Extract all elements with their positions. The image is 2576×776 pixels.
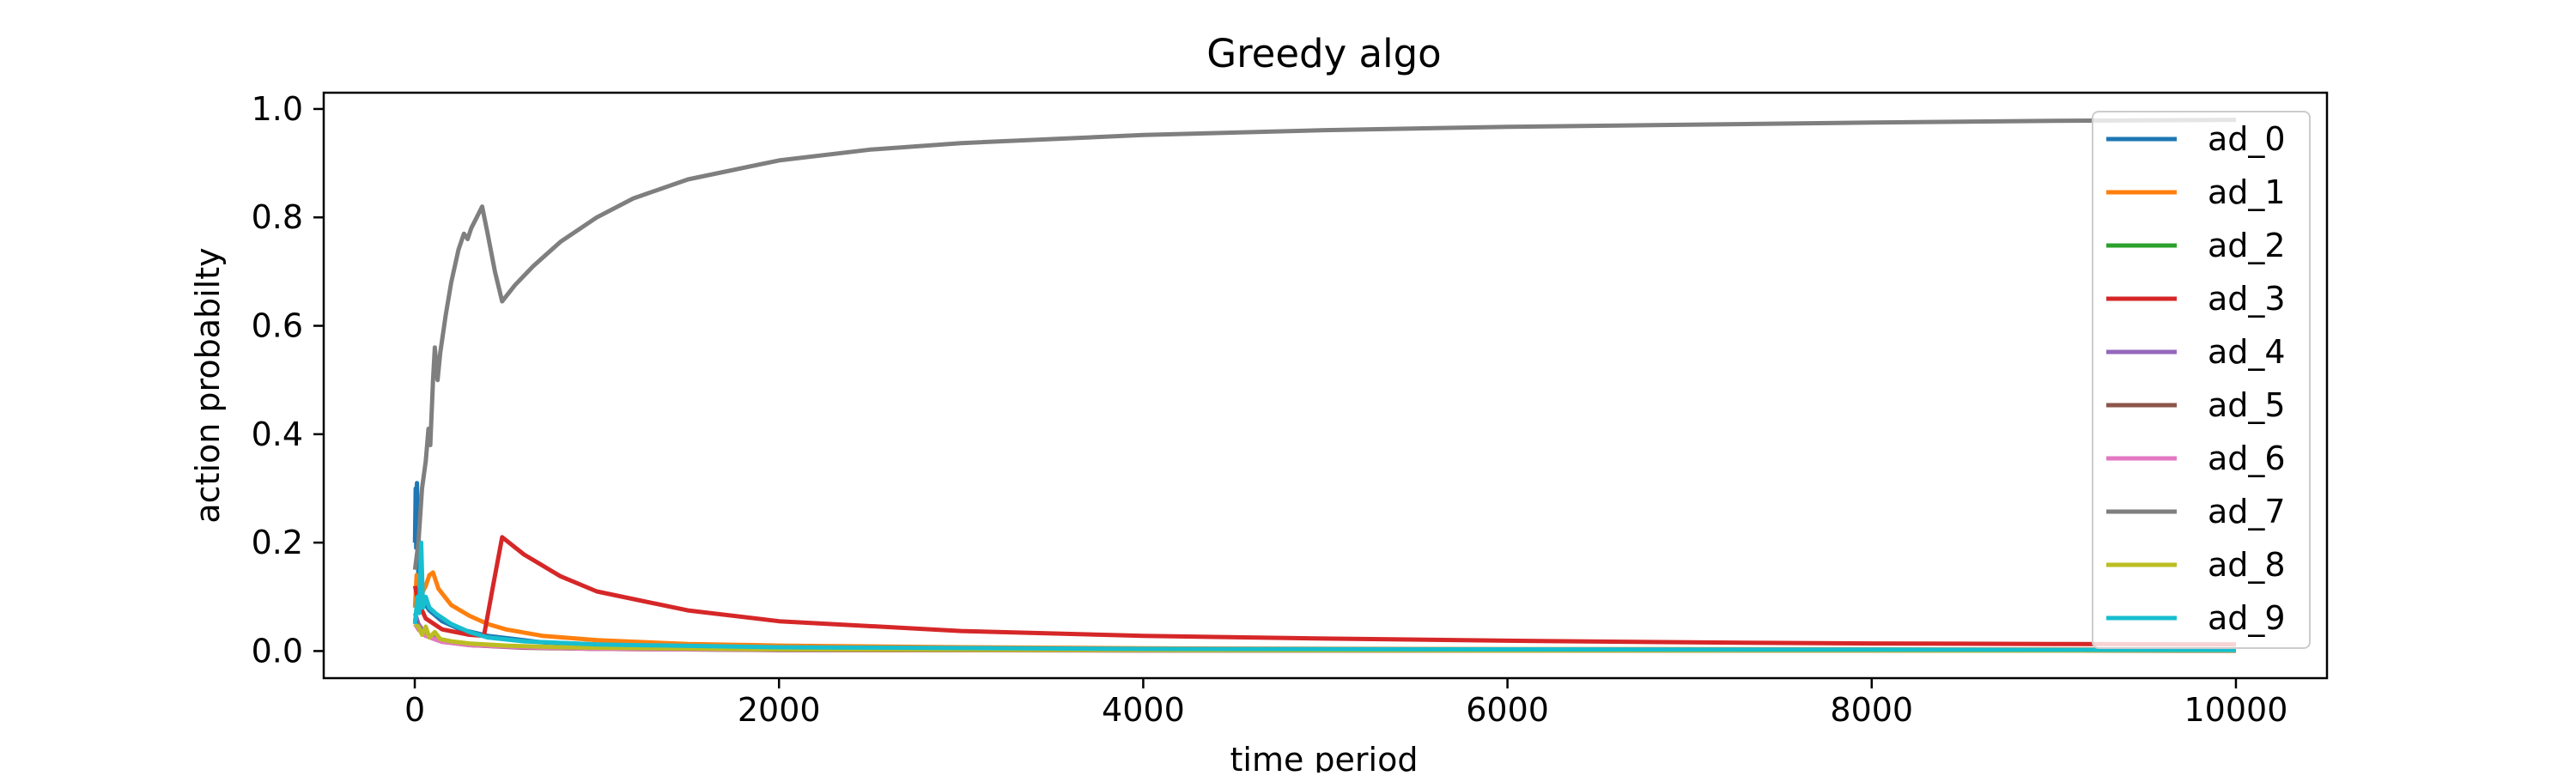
- y-tick-label: 0.8: [252, 198, 303, 236]
- y-tick-label: 0.6: [252, 307, 303, 345]
- x-tick-label: 0: [404, 691, 425, 729]
- y-tick-label: 1.0: [252, 90, 303, 128]
- y-tick-label: 0.2: [252, 524, 303, 561]
- series-line-ad-3: [412, 535, 2237, 647]
- legend-label: ad_6: [2208, 440, 2286, 477]
- legend-label: ad_7: [2208, 493, 2286, 530]
- x-axis-label: time period: [1230, 741, 1419, 773]
- series-line-ad-7: [412, 118, 2237, 571]
- legend-item-ad-1: ad_1: [2106, 173, 2286, 211]
- legend-label: ad_0: [2208, 120, 2286, 158]
- legend-item-ad-4: ad_4: [2106, 333, 2286, 371]
- legend-item-ad-8: ad_8: [2106, 546, 2286, 584]
- x-tick-label: 10000: [2184, 691, 2288, 729]
- legend-item-ad-9: ad_9: [2106, 599, 2286, 637]
- legend-label: ad_4: [2208, 333, 2286, 371]
- x-tick-label: 6000: [1466, 691, 1549, 729]
- legend-item-ad-2: ad_2: [2106, 227, 2286, 264]
- x-tick-label: 4000: [1102, 691, 1185, 729]
- series-line-ad-9: [412, 540, 2237, 652]
- legend-label: ad_5: [2208, 386, 2286, 424]
- legend-item-ad-5: ad_5: [2106, 386, 2286, 424]
- y-axis: 0.0 0.2 0.4 0.6 0.8 1.0: [252, 90, 324, 670]
- legend: ad_0 ad_1 ad_2 ad_3 ad_4 ad_5 ad_6 ad_7 ad_8 ad_9: [2092, 111, 2311, 649]
- x-tick-label: 8000: [1830, 691, 1913, 729]
- legend-item-ad-3: ad_3: [2106, 280, 2286, 318]
- legend-label: ad_9: [2208, 599, 2286, 637]
- y-tick-label: 0.0: [252, 632, 303, 670]
- series-layer: [412, 118, 2237, 653]
- plot-frame: [322, 91, 2329, 680]
- legend-item-ad-6: ad_6: [2106, 440, 2286, 477]
- legend-label: ad_1: [2208, 173, 2286, 211]
- legend-label: ad_8: [2208, 546, 2286, 584]
- y-axis-label: action probabilty: [189, 247, 227, 523]
- y-tick-label: 0.4: [252, 415, 303, 453]
- x-tick-label: 2000: [738, 691, 821, 729]
- x-axis: 0 2000 4000 6000 8000 10000: [404, 678, 2287, 729]
- legend-label: ad_2: [2208, 227, 2286, 264]
- legend-item-ad-7: ad_7: [2106, 493, 2286, 530]
- legend-items: ad_0 ad_1 ad_2 ad_3 ad_4 ad_5 ad_6 ad_7 ad_8 ad_9: [2106, 120, 2286, 637]
- legend-item-ad-0: ad_0: [2106, 120, 2286, 158]
- chart-title: Greedy algo: [1206, 31, 1441, 76]
- legend-label: ad_3: [2208, 280, 2286, 318]
